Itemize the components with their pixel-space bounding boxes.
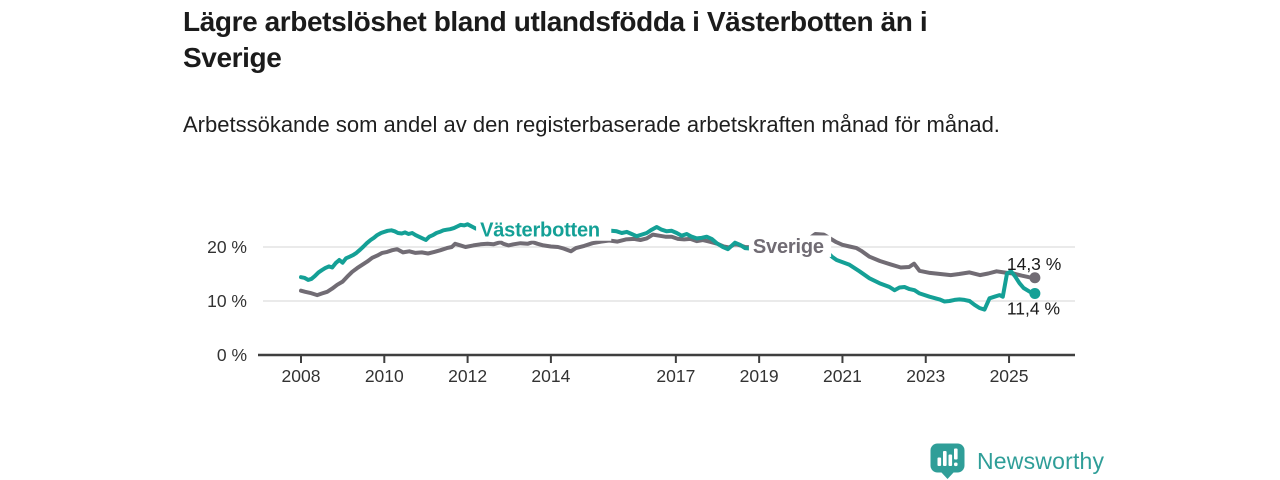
chart-subtitle: Arbetssökande som andel av den registerb…: [183, 112, 1000, 137]
x-tick-label-2012: 2012: [448, 366, 487, 386]
chart-title-line2: Sverige: [183, 42, 282, 73]
series-labels: Sverige Västerbotten: [476, 219, 832, 258]
end-value-label-västerbotten: 11,4 %: [1007, 298, 1060, 318]
series-lines: [299, 222, 1037, 312]
newsworthy-wordmark: Newsworthy: [977, 447, 1105, 474]
y-tick-label-10: 10 %: [207, 291, 247, 311]
x-tick-label-2021: 2021: [823, 366, 862, 386]
x-tick-label-2014: 2014: [531, 366, 570, 386]
series-label-bg-sverige: [748, 235, 832, 257]
y-tick-label-0: 0 %: [217, 345, 247, 365]
x-tick-label-2017: 2017: [656, 366, 695, 386]
x-tick-label-2025: 2025: [990, 366, 1029, 386]
x-tick-label-2008: 2008: [282, 366, 321, 386]
series-line-västerbotten: [299, 222, 1037, 312]
y-tick-label-20: 20 %: [207, 237, 247, 257]
series-line-sverige: [299, 232, 1037, 298]
end-dot-sverige: [1029, 272, 1041, 284]
newsworthy-logo: Newsworthy: [930, 443, 1104, 479]
series-label-bg-västerbotten: [476, 219, 612, 241]
end-dot-västerbotten: [1029, 287, 1041, 299]
end-annotations: 14,3 % 11,4 %: [1007, 254, 1061, 319]
x-tick-label-2010: 2010: [365, 366, 404, 386]
chart-title: Lägre arbetslöshet bland utlandsfödda i …: [183, 4, 1083, 76]
x-axis: 2008 2010 2012 2014 2017 2019 2021 2023 2025: [258, 353, 1075, 386]
gridlines: 0 % 10 % 20 %: [207, 237, 1075, 365]
chart-title-line1: Lägre arbetslöshet bland utlandsfödda i …: [183, 6, 928, 37]
x-tick-label-2019: 2019: [740, 366, 779, 386]
x-tick-label-2023: 2023: [906, 366, 945, 386]
series-label-västerbotten: Västerbotten: [480, 220, 600, 242]
bar-chart-bubble-icon: [930, 443, 965, 479]
end-value-label-sverige: 14,3 %: [1007, 254, 1061, 274]
series-label-sverige: Sverige: [753, 236, 824, 258]
